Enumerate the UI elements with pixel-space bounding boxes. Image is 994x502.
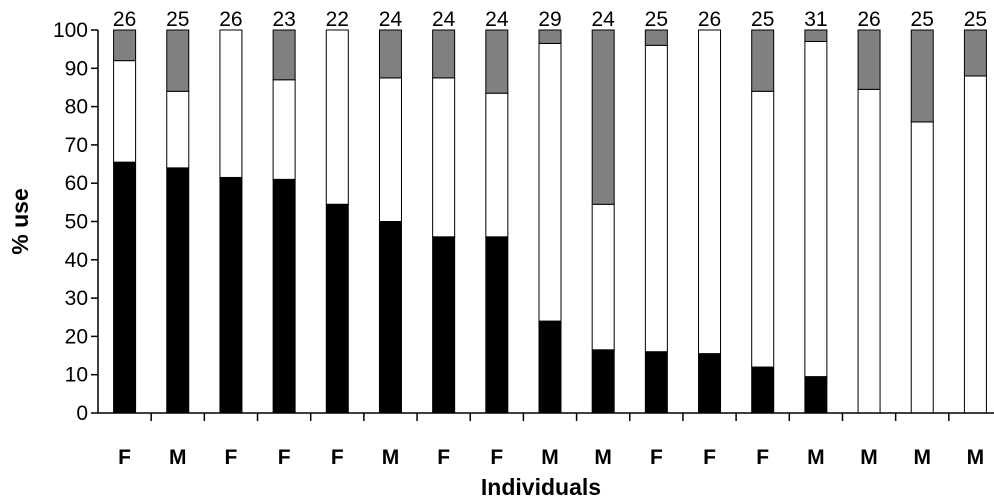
bar-segment-2-3 — [166, 29, 190, 92]
x-tick-label: F — [756, 446, 769, 469]
bar-segment-5-2 — [325, 29, 349, 205]
x-tick-label: F — [437, 446, 450, 469]
bar-segment-12-1 — [698, 353, 722, 414]
bar-segment-17-2 — [963, 75, 987, 414]
bar-segment-11-2 — [644, 44, 668, 353]
bar-segment-13-3 — [751, 29, 775, 92]
x-tick-label: M — [541, 446, 559, 469]
sample-size-label: 25 — [911, 8, 934, 31]
bar-segment-9-3 — [538, 29, 562, 44]
bar-segment-15-3 — [857, 29, 881, 90]
sample-size-label: 23 — [272, 8, 295, 31]
bar-segment-15-2 — [857, 88, 881, 414]
x-axis-title: Individuals — [481, 474, 601, 500]
sample-size-label: 24 — [485, 8, 509, 31]
bar-segment-9-2 — [538, 42, 562, 322]
x-tick-label: F — [650, 446, 663, 469]
bar-segment-9-1 — [538, 320, 562, 414]
sample-size-label: 26 — [113, 8, 136, 31]
bar-segment-13-2 — [751, 90, 775, 368]
bar-segment-1-3 — [113, 29, 137, 62]
y-tick-label: 40 — [65, 249, 88, 272]
bar-segment-14-2 — [804, 40, 828, 378]
x-tick-label: F — [118, 446, 131, 469]
bar-segment-4-1 — [272, 178, 296, 414]
x-tick-label: M — [967, 446, 985, 469]
x-tick-label: F — [278, 446, 291, 469]
bar-segment-8-2 — [485, 92, 509, 238]
bar-segment-6-1 — [378, 221, 402, 414]
y-axis-ticks: 0 10 20 30 40 50 60 70 80 90 100 — [53, 19, 98, 425]
bar-segment-11-3 — [644, 29, 668, 46]
bar-segment-4-2 — [272, 79, 296, 180]
sample-size-label: 29 — [538, 8, 561, 31]
bar-segment-5-1 — [325, 203, 349, 414]
bar-segment-10-1 — [591, 349, 615, 414]
bar-segment-7-1 — [432, 236, 456, 414]
x-tick-label: M — [169, 446, 187, 469]
bar-segment-16-3 — [910, 29, 934, 123]
sample-size-label: 25 — [751, 8, 774, 31]
bar-segment-16-2 — [910, 121, 934, 414]
bar-segment-10-3 — [591, 29, 615, 205]
bar-segment-2-1 — [166, 167, 190, 414]
bar-segment-1-1 — [113, 161, 137, 414]
x-tick-label: F — [225, 446, 238, 469]
bar-segment-8-1 — [485, 236, 509, 414]
bar-segment-6-2 — [378, 77, 402, 222]
bar-segment-2-2 — [166, 90, 190, 169]
bar-segment-13-1 — [751, 366, 775, 414]
bar-segment-12-2 — [698, 29, 722, 355]
sample-size-label: 31 — [804, 8, 827, 31]
sample-size-label: 26 — [857, 8, 880, 31]
bar-segment-7-2 — [432, 77, 456, 238]
bar-segment-14-3 — [804, 29, 828, 42]
x-tick-label: F — [490, 446, 503, 469]
sample-size-label: 25 — [166, 8, 189, 31]
bar-segment-11-1 — [644, 351, 668, 414]
x-tick-label: M — [807, 446, 825, 469]
sample-size-label: 25 — [645, 8, 668, 31]
y-tick-label: 20 — [65, 325, 88, 348]
x-tick-label: M — [913, 446, 931, 469]
x-tick-label: M — [860, 446, 878, 469]
y-tick-label: 30 — [65, 287, 88, 310]
bar-segment-4-3 — [272, 29, 296, 81]
bar-segment-10-2 — [591, 203, 615, 351]
bar-segment-17-3 — [963, 29, 987, 77]
bar-segment-1-2 — [113, 60, 137, 163]
sample-size-labels: 26 25 26 23 22 24 24 24 29 24 25 26 25 31 26 25 25 — [113, 8, 987, 31]
x-tick-label: F — [703, 446, 716, 469]
sample-size-label: 24 — [379, 8, 403, 31]
bars — [113, 29, 987, 414]
y-tick-label: 90 — [65, 57, 88, 80]
sample-size-label: 24 — [591, 8, 615, 31]
sample-size-label: 25 — [964, 8, 987, 31]
y-tick-label: 50 — [65, 211, 88, 234]
y-axis-title: % use — [7, 188, 33, 254]
x-tick-label: M — [382, 446, 400, 469]
y-tick-label: 80 — [65, 96, 88, 119]
x-tick-label: F — [331, 446, 344, 469]
sample-size-label: 26 — [219, 8, 242, 31]
y-tick-label: 60 — [65, 172, 88, 195]
bar-segment-8-3 — [485, 29, 509, 94]
bar-segment-7-3 — [432, 29, 456, 79]
sample-size-label: 26 — [698, 8, 721, 31]
bar-segment-14-1 — [804, 376, 828, 414]
sample-size-label: 24 — [432, 8, 456, 31]
bar-segment-3-2 — [219, 29, 243, 178]
y-tick-label: 70 — [65, 134, 88, 157]
bar-segment-3-1 — [219, 176, 243, 414]
y-tick-label: 10 — [65, 364, 88, 387]
sample-size-label: 22 — [326, 8, 349, 31]
bar-segment-6-3 — [378, 29, 402, 79]
y-tick-label: 0 — [76, 402, 88, 425]
y-tick-label: 100 — [53, 19, 88, 42]
x-tick-label: M — [594, 446, 612, 469]
